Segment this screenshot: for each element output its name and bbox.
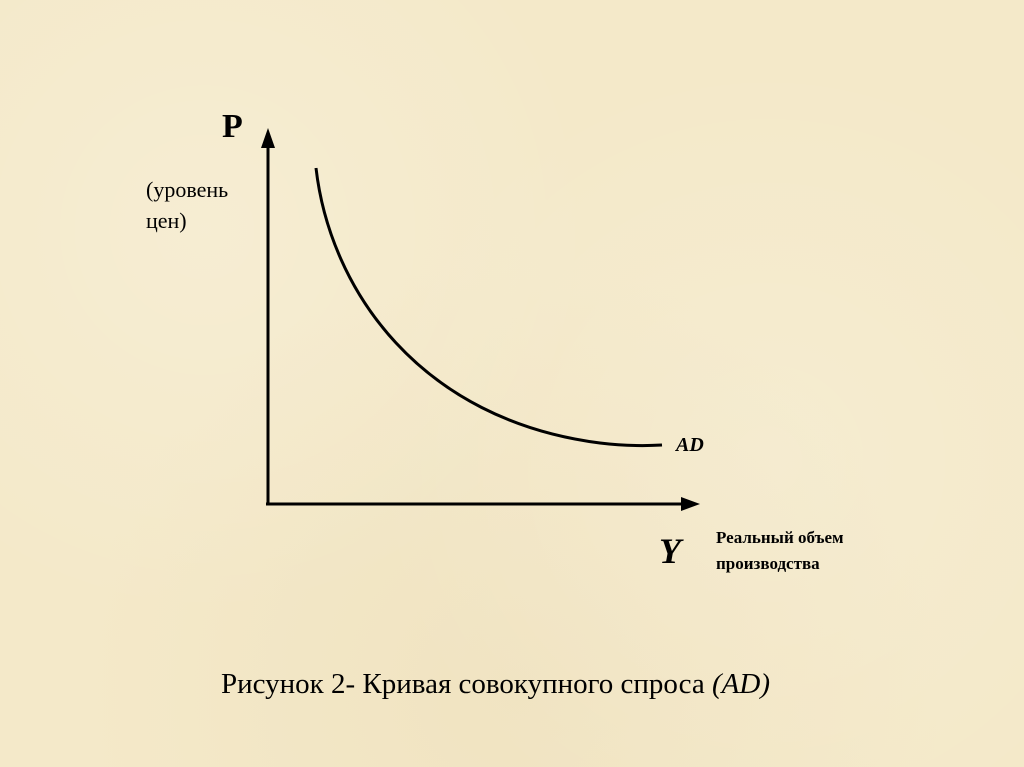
y-axis-description: (уровень цен) — [146, 177, 229, 233]
ad-curve — [314, 167, 663, 448]
x-axis-symbol: Y — [659, 531, 681, 571]
y-axis-arrow-icon — [261, 128, 275, 148]
ad-curve-label: AD — [676, 434, 704, 456]
x-axis-description: Реальный объем производства — [716, 528, 844, 573]
caption-italic-text: (AD) — [712, 668, 770, 700]
caption-main-text: Рисунок 2- Кривая совокупного спроса — [221, 668, 705, 700]
y-axis-symbol: P — [222, 108, 243, 145]
x-axis-arrow-icon — [681, 497, 700, 511]
figure-caption: Рисунок 2- Кривая совокупного спроса (AD… — [221, 668, 770, 701]
